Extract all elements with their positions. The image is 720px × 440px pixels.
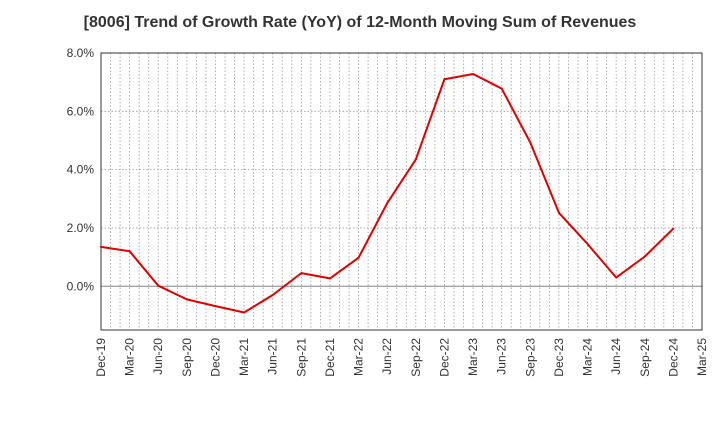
chart-title: [8006] Trend of Growth Rate (YoY) of 12-…: [83, 14, 637, 31]
x-tick-label: Jun-23: [495, 338, 509, 375]
x-tick-label: Jun-24: [609, 338, 623, 375]
x-tick-label: Mar-25: [695, 338, 709, 376]
data-point: [100, 245, 102, 248]
data-point: [214, 305, 217, 308]
data-point: [328, 277, 331, 280]
y-tick-label: 2.0%: [67, 221, 95, 235]
data-point: [443, 78, 446, 81]
data-point: [157, 284, 160, 287]
data-point: [586, 242, 589, 245]
x-tick-label: Dec-24: [666, 338, 680, 377]
x-tick-label: Jun-21: [266, 338, 280, 375]
x-tick-label: Dec-19: [94, 338, 108, 377]
data-point: [357, 256, 360, 259]
data-point: [414, 158, 417, 161]
data-point: [500, 87, 503, 90]
x-tick-label: Dec-22: [437, 338, 451, 377]
data-point: [300, 272, 303, 275]
x-tick-label: Mar-24: [581, 338, 595, 376]
data-point: [128, 250, 131, 253]
data-point: [672, 227, 675, 230]
data-point: [643, 255, 646, 258]
data-point: [271, 294, 274, 297]
x-tick-label: Dec-23: [552, 338, 566, 377]
data-point: [557, 211, 560, 214]
data-point: [472, 72, 475, 75]
x-tick-label: Mar-20: [123, 338, 137, 376]
plot-frame: [100, 52, 703, 331]
x-tick-label: Mar-23: [466, 338, 480, 376]
x-tick-label: Sep-21: [294, 338, 308, 377]
x-tick-label: Jun-20: [151, 338, 165, 375]
y-tick-label: 0.0%: [67, 279, 95, 293]
x-tick-label: Mar-22: [352, 338, 366, 376]
x-tick-label: Sep-24: [638, 338, 652, 377]
y-tick-label: 6.0%: [67, 104, 95, 118]
data-point: [615, 276, 618, 279]
data-point: [529, 141, 532, 144]
x-tick-label: Dec-20: [208, 338, 222, 377]
y-tick-label: 4.0%: [67, 163, 95, 177]
x-tick-label: Dec-21: [323, 338, 337, 377]
data-point: [243, 311, 246, 314]
x-tick-label: Sep-20: [180, 338, 194, 377]
x-tick-label: Jun-22: [380, 338, 394, 375]
x-tick-label: Sep-23: [523, 338, 537, 377]
data-point: [185, 298, 188, 301]
data-point: [386, 202, 389, 205]
x-tick-label: Mar-21: [237, 338, 251, 376]
y-tick-label: 8.0%: [67, 46, 95, 60]
x-tick-label: Sep-22: [409, 338, 423, 377]
